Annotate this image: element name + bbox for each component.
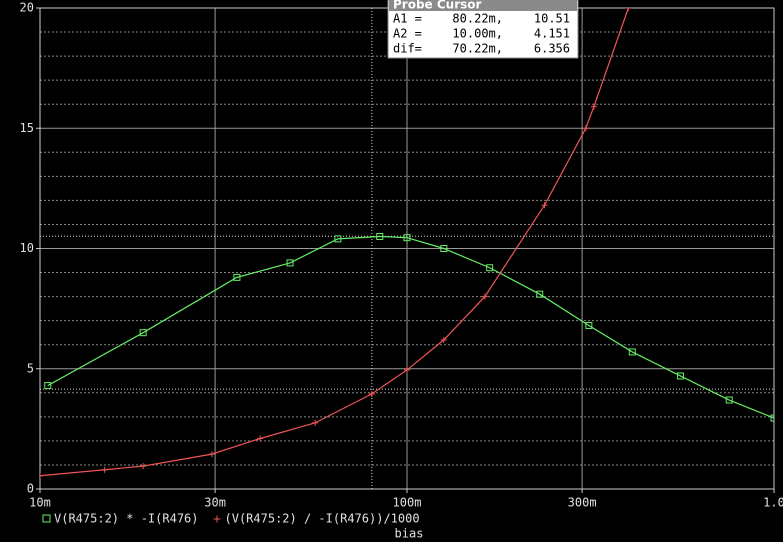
legend-marker xyxy=(42,514,51,523)
point xyxy=(725,396,733,404)
point xyxy=(585,321,593,329)
y-tick-label: 0 xyxy=(27,482,34,496)
point xyxy=(257,435,264,442)
point xyxy=(376,232,384,240)
point xyxy=(625,8,632,11)
point xyxy=(770,414,774,422)
plot xyxy=(40,8,774,479)
legend-label: V(R475:2) * -I(R476) xyxy=(54,512,199,526)
point xyxy=(403,234,411,242)
cursor-x-value: 70.22m, xyxy=(452,42,503,56)
cursor-y-value: 4.151 xyxy=(534,27,570,41)
point xyxy=(233,273,241,281)
x-tick-label: 1.0 xyxy=(763,496,783,510)
point xyxy=(440,245,448,252)
x-tick-label: 30m xyxy=(204,496,226,510)
point xyxy=(44,382,52,390)
point xyxy=(208,451,215,458)
point xyxy=(486,264,494,272)
point xyxy=(334,235,342,243)
point xyxy=(440,336,447,343)
cursor-y-value: 10.51 xyxy=(534,12,570,26)
point xyxy=(481,293,488,300)
series-line xyxy=(40,8,629,477)
cursor-y-value: 6.356 xyxy=(534,42,570,56)
cursor-x-value: 80.22m, xyxy=(452,12,503,26)
cursor-title-bar xyxy=(389,0,577,11)
cursor-title: Probe Cursor xyxy=(393,0,482,12)
point xyxy=(582,125,589,132)
x-tick-label: 300m xyxy=(568,496,597,510)
y-tick-label: 15 xyxy=(20,121,34,135)
x-tick-label: 10m xyxy=(29,496,51,510)
point xyxy=(40,472,43,479)
point xyxy=(628,348,636,356)
legend-marker xyxy=(213,515,221,523)
point xyxy=(368,391,375,398)
point xyxy=(541,202,548,209)
point xyxy=(536,290,544,298)
y-tick-label: 10 xyxy=(20,241,34,255)
point xyxy=(404,366,410,373)
cursor-row-label: dif= xyxy=(393,42,422,56)
series-line xyxy=(47,235,774,419)
x-tick-label: 100m xyxy=(393,496,422,510)
point xyxy=(140,463,147,470)
legend-label: (V(R475:2) / -I(R476))/1000 xyxy=(225,512,420,526)
cursor-x-value: 10.00m, xyxy=(452,27,503,41)
point xyxy=(101,466,108,473)
cursor-row-label: A1 = xyxy=(393,12,422,26)
y-tick-label: 20 xyxy=(20,1,34,15)
point xyxy=(286,259,294,267)
point xyxy=(676,372,684,380)
point xyxy=(312,419,319,426)
cursor-row-label: A2 = xyxy=(393,27,422,41)
y-tick-label: 5 xyxy=(27,361,34,375)
x-axis-label: bias xyxy=(395,527,424,541)
point xyxy=(590,103,597,110)
point xyxy=(139,329,147,337)
